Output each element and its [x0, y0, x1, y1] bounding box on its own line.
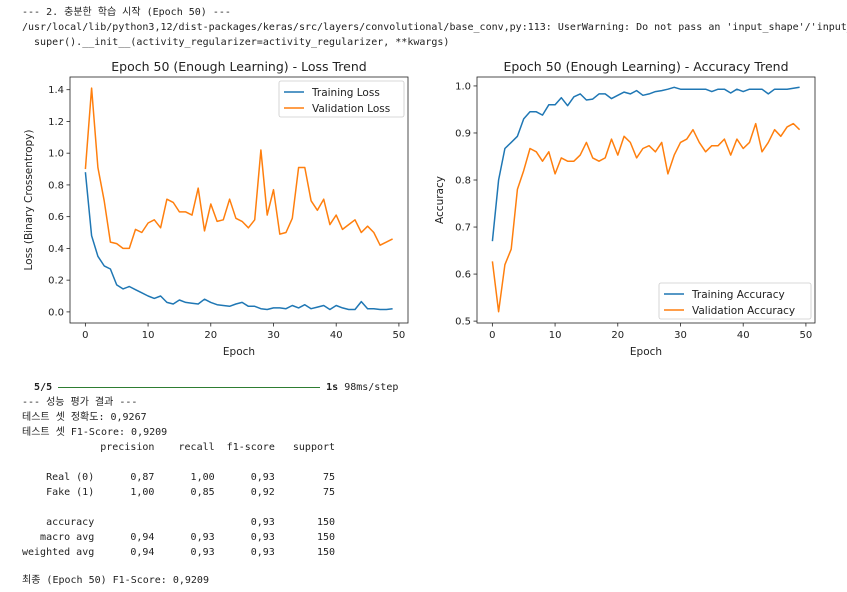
x-axis-label: Epoch: [630, 346, 662, 358]
final-f1: 최종 (Epoch 50) F1-Score: 0,9209: [22, 575, 209, 586]
cell: 1,00: [190, 472, 215, 483]
y-tick-label: 0.0: [48, 307, 64, 318]
legend-box: [278, 80, 405, 118]
test-accuracy: 테스트 셋 정확도: 0,9267: [22, 412, 147, 423]
series-line-training-loss: [84, 172, 393, 311]
cell: 0,94: [130, 532, 155, 543]
chart-title: Epoch 50 (Enough Learning) - Loss Trend: [111, 59, 366, 74]
section-heading: --- 2. 충분한 학습 시작 (Epoch 50) ---: [22, 7, 231, 18]
y-tick-label: 0.7: [455, 223, 471, 234]
cell: 0,93: [250, 547, 275, 558]
x-tick-label: 20: [204, 330, 217, 341]
series-line-validation-loss: [84, 87, 393, 250]
report-row: accuracy 0,93 150: [22, 515, 335, 530]
legend-label: Validation Loss: [312, 103, 390, 115]
cell: 0,93: [250, 532, 275, 543]
cell: precision: [100, 442, 155, 453]
x-tick-label: 0: [489, 330, 495, 341]
cell: 75: [323, 487, 336, 498]
progress-steps: 5/5: [34, 382, 53, 393]
series-line-validation-accuracy: [491, 122, 801, 313]
y-tick-label: 0.6: [48, 212, 64, 223]
cell: 0,93: [190, 547, 215, 558]
x-tick-label: 30: [674, 330, 687, 341]
cell: 0,93: [190, 532, 215, 543]
report-header: precision recall f1-score support: [22, 440, 335, 455]
plot-frame: [476, 76, 816, 324]
y-tick-label: 1.0: [48, 149, 64, 160]
cell: 1,00: [130, 487, 155, 498]
cell: 0,94: [130, 547, 155, 558]
cell: f1-score: [226, 442, 275, 453]
y-tick-label: 0.4: [48, 244, 64, 255]
legend-label: Validation Accuracy: [692, 305, 795, 317]
cell: 150: [316, 547, 336, 558]
legend-box: [658, 282, 812, 320]
y-axis-label: Accuracy: [434, 176, 446, 224]
x-tick-label: 20: [611, 330, 624, 341]
row-label: weighted avg: [22, 547, 95, 558]
warning-code-line: super().__init__(activity_regularizer=ac…: [22, 37, 450, 48]
chart-accuracy: 0 10 20 30 40 50 0.5 0.6 0.7 0.8 0.9 1.0 Epoch 50 (E…: [434, 59, 816, 358]
cell: [94, 515, 154, 530]
x-tick-label: 10: [549, 330, 562, 341]
x-tick-label: 50: [800, 330, 813, 341]
progress-line: 5/5 1s 98ms/step: [22, 365, 398, 393]
report-row: weighted avg 0,94 0,93 0,93 150: [22, 545, 335, 560]
progress-rate: 98ms/step: [344, 382, 399, 393]
results-heading: --- 성능 평가 결과 ---: [22, 397, 138, 408]
y-tick-label: 0.9: [455, 128, 471, 139]
y-tick-label: 1.2: [48, 117, 64, 128]
row-label: Real (0): [46, 472, 95, 483]
y-tick-label: 0.6: [455, 270, 471, 281]
legend-label: Training Accuracy: [691, 289, 785, 301]
cell: recall: [178, 442, 215, 453]
x-axis-label: Epoch: [223, 346, 255, 358]
charts-figure: 0 10 20 30 40 50 0.0 0.2 0.4 0.6 0.8 1.0 1.2 1.4 Epoch…: [23, 59, 816, 358]
cell: support: [292, 442, 336, 453]
y-axis-label: Loss (Binary Crossentropy): [23, 129, 35, 270]
cell: 75: [323, 472, 336, 483]
cell: [154, 515, 214, 530]
warning-line: /usr/local/lib/python3,12/dist-packages/…: [22, 22, 847, 33]
y-tick-label: 1.0: [455, 81, 471, 92]
series-line-training-accuracy: [491, 86, 800, 242]
x-tick-label: 0: [82, 330, 88, 341]
y-tick-label: 0.8: [48, 180, 64, 191]
y-tick-label: 0.5: [455, 317, 471, 328]
cell: 0,87: [130, 472, 155, 483]
cell: 150: [316, 532, 336, 543]
legend: Training Loss Validation Loss: [278, 80, 405, 118]
x-tick-label: 30: [267, 330, 280, 341]
chart-title: Epoch 50 (Enough Learning) - Accuracy Tr…: [503, 59, 788, 74]
x-tick-label: 10: [142, 330, 155, 341]
report-row: macro avg 0,94 0,93 0,93 150: [22, 530, 335, 545]
plot-frame: [69, 76, 409, 324]
x-tick-label: 40: [737, 330, 750, 341]
row-label: macro avg: [40, 532, 95, 543]
y-tick-label: 0.2: [48, 276, 64, 287]
cell: 0,92: [250, 487, 275, 498]
cell: 0,93: [250, 472, 275, 483]
y-tick-label: 1.4: [48, 85, 64, 96]
y-tick-label: 0.8: [455, 176, 471, 187]
row-label: [22, 440, 94, 455]
cell: 150: [316, 517, 336, 528]
report-row: Real (0) 0,87 1,00 0,93 75: [22, 470, 335, 485]
x-tick-label: 50: [393, 330, 406, 341]
row-label: Fake (1): [46, 487, 95, 498]
test-f1: 테스트 셋 F1-Score: 0,9209: [22, 427, 168, 438]
cell: 0,93: [250, 517, 275, 528]
chart-loss: 0 10 20 30 40 50 0.0 0.2 0.4 0.6 0.8 1.0 1.2 1.4 Epoch…: [23, 59, 409, 358]
row-label: accuracy: [46, 517, 95, 528]
progress-time: 1s: [326, 382, 339, 393]
legend: Training Accuracy Validation Accuracy: [658, 282, 812, 320]
report-row: Fake (1) 1,00 0,85 0,92 75: [22, 485, 335, 500]
progress-bar: [58, 386, 321, 388]
cell: 0,85: [190, 487, 215, 498]
x-tick-label: 40: [330, 330, 343, 341]
legend-label: Training Loss: [311, 87, 380, 99]
